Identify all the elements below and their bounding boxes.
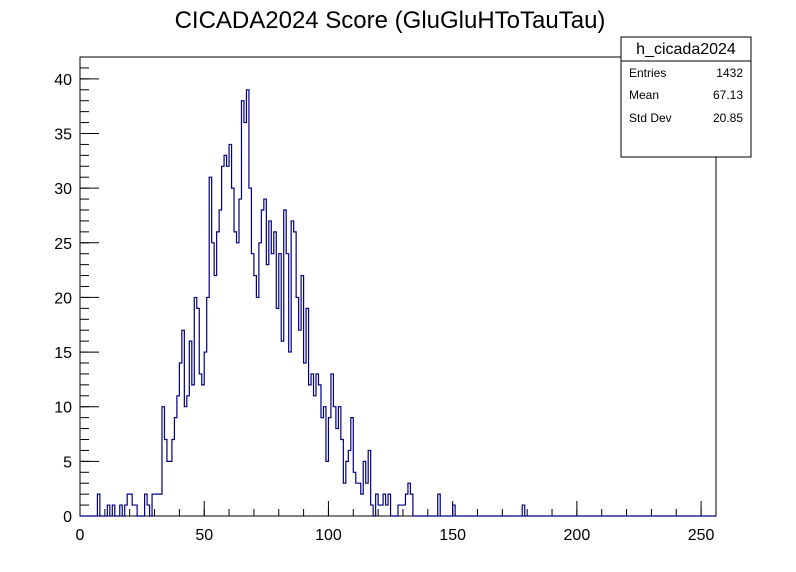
stats-entries-label: Entries <box>629 66 666 80</box>
stats-entries-value: 1432 <box>716 66 743 80</box>
x-tick-label: 0 <box>76 527 85 544</box>
histogram-line <box>80 89 716 517</box>
chart-title: CICADA2024 Score (GluGluHToTauTau) <box>175 7 606 34</box>
stats-stddev-value: 20.85 <box>713 111 743 125</box>
y-tick-label: 40 <box>54 72 72 89</box>
stats-box: h_cicada2024 Entries 1432 Mean 67.13 Std… <box>620 36 752 158</box>
stats-mean-label: Mean <box>629 88 659 102</box>
x-tick-label: 100 <box>315 527 342 544</box>
stats-box-frame <box>620 36 752 158</box>
stats-stddev-label: Std Dev <box>629 111 672 125</box>
y-tick-label: 25 <box>54 236 72 253</box>
x-tick-label: 150 <box>439 527 466 544</box>
y-tick-label: 30 <box>54 181 72 198</box>
y-tick-label: 15 <box>54 345 72 362</box>
y-axis: 0 5 10 15 20 25 30 35 40 <box>54 56 99 526</box>
x-tick-label: 50 <box>195 527 213 544</box>
stats-box-name: h_cicada2024 <box>636 41 736 58</box>
y-tick-label: 10 <box>54 400 72 417</box>
y-tick-label: 5 <box>63 454 72 471</box>
y-tick-label: 35 <box>54 127 72 144</box>
x-tick-label: 200 <box>564 527 591 544</box>
x-axis: 0 50 100 150 200 250 <box>76 501 715 544</box>
y-tick-label: 0 <box>63 509 72 526</box>
x-tick-label: 250 <box>688 527 715 544</box>
stats-mean-value: 67.13 <box>713 88 743 102</box>
y-tick-label: 20 <box>54 290 72 307</box>
